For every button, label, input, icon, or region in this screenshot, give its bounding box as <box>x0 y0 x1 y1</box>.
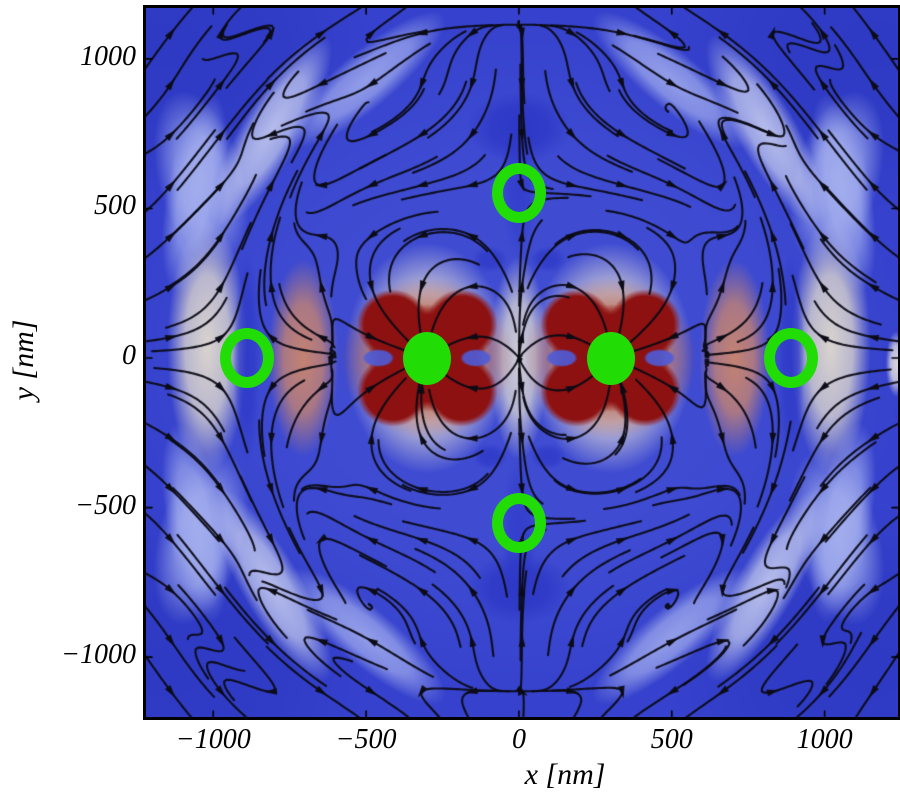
stable-equilibrium-dot <box>403 331 452 385</box>
y-tick-label: 1000 <box>80 40 136 72</box>
x-tick-label: −500 <box>335 724 397 755</box>
x-tick-label: −1000 <box>175 724 251 755</box>
unstable-equilibrium-circle <box>219 328 274 388</box>
y-tick-label: −500 <box>75 489 136 521</box>
stable-equilibrium-dot <box>586 331 635 385</box>
y-tick-label: 0 <box>122 340 136 371</box>
unstable-equilibrium-circle <box>491 492 546 553</box>
x-axis-title: x [nm] <box>524 758 606 791</box>
y-axis-title: y [nm] <box>7 319 40 401</box>
x-tick-label: 1000 <box>796 724 853 755</box>
y-tick-label: −1000 <box>61 639 136 671</box>
y-tick-label: 500 <box>94 190 136 222</box>
plot-area <box>146 8 898 717</box>
x-tick-label: 500 <box>650 724 693 755</box>
unstable-equilibrium-circle <box>764 328 818 388</box>
unstable-equilibrium-circle <box>491 163 546 224</box>
x-tick-label: 0 <box>511 724 526 755</box>
